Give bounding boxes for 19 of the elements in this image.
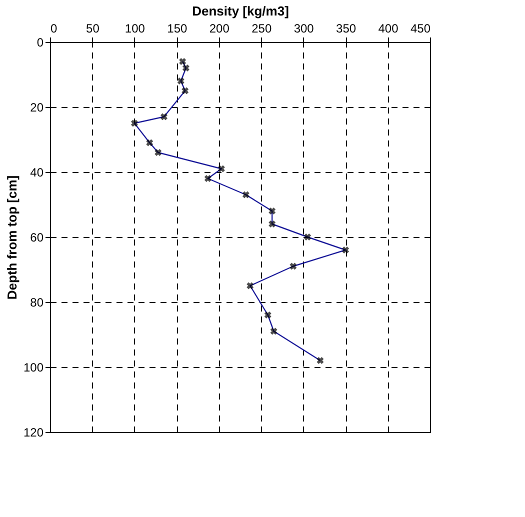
- y-tick-label: 40: [30, 166, 44, 180]
- x-tick-label: 300: [294, 22, 314, 36]
- x-tick-label: 0: [50, 22, 58, 36]
- x-axis-title: Density [kg/m3]: [192, 4, 289, 18]
- y-axis-title: Depth from top [cm]: [4, 175, 20, 300]
- x-tick-label: 400: [378, 22, 399, 36]
- x-tick-label: 100: [124, 22, 146, 36]
- x-tick-label: 450: [410, 22, 431, 36]
- y-tick-label: 0: [36, 36, 44, 50]
- y-tick-label: 100: [23, 360, 44, 374]
- x-tick-label: 350: [336, 22, 356, 36]
- y-tick-label: 60: [30, 230, 44, 244]
- x-tick-label: 250: [252, 22, 272, 36]
- x-tick-label: 150: [167, 22, 188, 36]
- y-tick-label: 20: [30, 100, 44, 114]
- y-tick-label: 120: [23, 426, 44, 440]
- x-tick-label: 200: [209, 22, 230, 36]
- y-tick-label: 80: [30, 296, 44, 310]
- x-tick-label: 50: [86, 22, 100, 36]
